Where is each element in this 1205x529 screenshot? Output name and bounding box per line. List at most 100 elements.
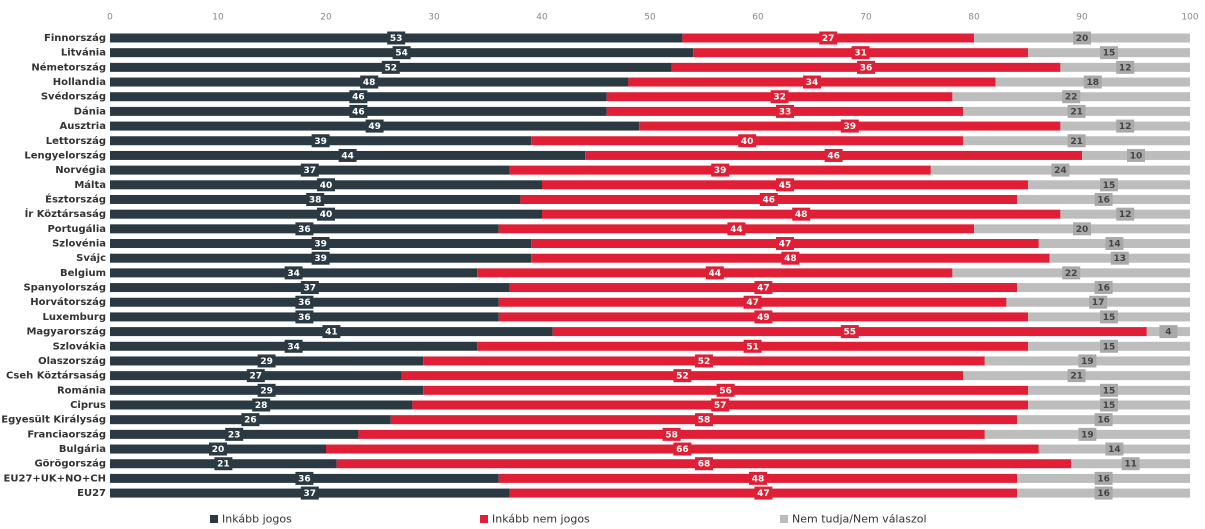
label-box	[1089, 295, 1108, 309]
label-box	[214, 457, 233, 471]
category-label: Horvátország	[30, 296, 106, 308]
label-box	[1083, 75, 1102, 89]
value-label: 15	[1103, 181, 1116, 191]
label-box	[295, 222, 314, 236]
value-label: 66	[676, 445, 689, 455]
value-label: 52	[676, 372, 689, 382]
value-label: 36	[298, 474, 311, 484]
legend-swatch	[780, 515, 788, 523]
label-box	[1094, 471, 1113, 485]
x-tick-label: 90	[1076, 13, 1088, 23]
category-label: Lettország	[46, 135, 106, 147]
label-box	[1100, 398, 1118, 412]
label-box	[1110, 251, 1129, 265]
label-box	[387, 31, 406, 45]
category-label: Szlovákia	[53, 340, 106, 352]
label-box	[1078, 354, 1097, 368]
value-label: 52	[385, 63, 398, 73]
value-label: 39	[314, 137, 327, 147]
value-label: 44	[341, 151, 354, 161]
value-label: 39	[314, 240, 327, 250]
label-box	[300, 486, 319, 500]
value-label: 15	[1103, 313, 1116, 323]
value-label: 24	[1054, 166, 1067, 176]
value-label: 14	[1108, 240, 1121, 250]
label-box	[1062, 90, 1081, 104]
value-label: 12	[1119, 210, 1132, 220]
category-label: Litvánia	[61, 47, 106, 59]
label-box	[754, 310, 773, 324]
x-tick-label: 30	[428, 13, 440, 23]
legend-label: Nem tudja/Nem válaszol	[792, 513, 927, 526]
label-box	[1127, 148, 1145, 162]
category-label: Olaszország	[38, 355, 106, 367]
value-label: 47	[757, 284, 770, 294]
label-box	[776, 237, 794, 251]
value-label: 22	[1065, 269, 1078, 279]
label-box	[792, 207, 811, 221]
value-label: 48	[752, 474, 765, 484]
value-label: 39	[844, 122, 857, 132]
label-box	[1094, 281, 1113, 295]
label-box	[1100, 46, 1118, 60]
label-box	[695, 413, 713, 427]
legend-label: Inkább jogos	[222, 513, 292, 526]
value-label: 28	[255, 401, 268, 411]
legend-swatch	[480, 515, 488, 523]
value-label: 4	[1165, 328, 1171, 338]
value-label: 16	[1097, 416, 1110, 426]
label-box	[257, 354, 276, 368]
label-box	[705, 266, 724, 280]
category-label: Ausztria	[59, 121, 106, 132]
value-label: 16	[1097, 284, 1110, 294]
label-box	[754, 281, 773, 295]
value-label: 38	[309, 195, 322, 205]
value-label: 15	[1103, 386, 1116, 396]
value-label: 39	[314, 254, 327, 264]
value-label: 44	[730, 225, 743, 235]
value-label: 21	[1070, 372, 1083, 382]
label-box	[295, 295, 314, 309]
value-label: 46	[763, 195, 776, 205]
value-label: 20	[212, 445, 225, 455]
value-label: 37	[304, 284, 317, 294]
value-label: 21	[217, 460, 230, 470]
label-box	[1062, 266, 1081, 280]
label-box	[300, 281, 319, 295]
value-label: 49	[368, 122, 381, 132]
label-box	[781, 251, 800, 265]
value-label: 15	[1103, 401, 1116, 411]
value-label: 51	[746, 342, 759, 352]
label-box	[1116, 207, 1135, 221]
category-label: Portugália	[47, 223, 106, 235]
label-box	[317, 178, 335, 192]
label-box	[322, 325, 341, 339]
label-box	[1073, 222, 1091, 236]
label-box	[695, 354, 713, 368]
value-label: 26	[244, 416, 257, 426]
value-label: 56	[719, 386, 732, 396]
label-box	[824, 148, 843, 162]
value-label: 36	[298, 225, 311, 235]
label-box	[759, 192, 778, 206]
label-box	[1100, 339, 1118, 353]
category-label: Lengyelország	[24, 149, 106, 161]
value-label: 40	[741, 137, 754, 147]
label-box	[1100, 310, 1118, 324]
label-box	[1094, 413, 1113, 427]
label-box	[1159, 325, 1178, 339]
label-box	[1116, 119, 1135, 133]
value-label: 49	[757, 313, 770, 323]
category-label: Dánia	[74, 105, 106, 117]
label-box	[349, 104, 368, 118]
value-label: 36	[298, 298, 311, 308]
category-label: Spanyolország	[23, 282, 106, 294]
category-label: Svédország	[41, 91, 106, 103]
x-tick-label: 40	[536, 13, 548, 23]
value-label: 40	[320, 210, 333, 220]
label-box	[770, 90, 789, 104]
value-label: 22	[1065, 93, 1078, 103]
value-label: 16	[1097, 474, 1110, 484]
category-label: Finnország	[44, 32, 106, 44]
value-label: 16	[1097, 489, 1110, 499]
